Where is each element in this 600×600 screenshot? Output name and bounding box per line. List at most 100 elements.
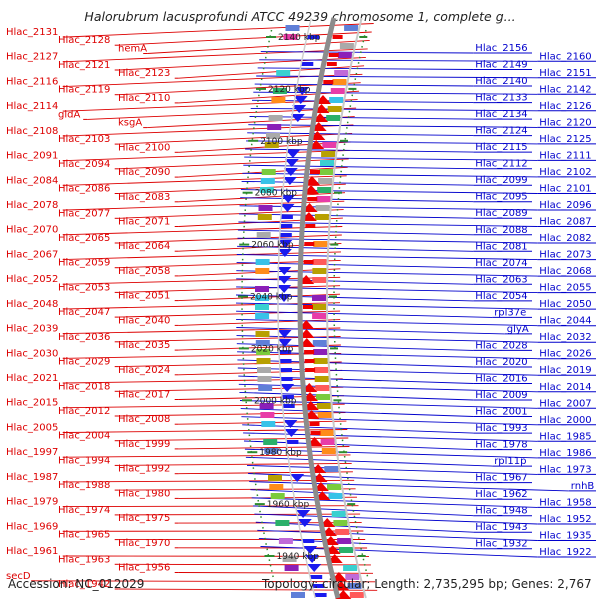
gene-feature-block bbox=[267, 124, 282, 130]
reverse-gene-arrow bbox=[280, 384, 295, 392]
gene-label-forward: Hlac_2024 bbox=[118, 365, 170, 376]
gene-feature-block bbox=[264, 142, 279, 148]
gene-label-forward: Hlac_2103 bbox=[58, 134, 110, 145]
gene-label-forward: Hlac_2084 bbox=[6, 175, 58, 186]
label-leader-line bbox=[237, 237, 538, 244]
label-leader-line bbox=[243, 440, 474, 451]
label-leader-line bbox=[246, 140, 538, 145]
gene-label-reverse: Hlac_2000 bbox=[539, 415, 591, 426]
label-leader-line bbox=[118, 285, 341, 293]
gene-label-forward: Hlac_1975 bbox=[118, 513, 170, 524]
gene-feature-block bbox=[312, 259, 327, 265]
gene-label-reverse: Hlac_1943 bbox=[475, 522, 527, 533]
label-leader-line bbox=[250, 489, 474, 500]
label-leader-line bbox=[66, 23, 374, 38]
reverse-gene-arrow bbox=[293, 96, 308, 104]
gene-feature-block bbox=[314, 214, 329, 220]
gene-label-forward: Hlac_2005 bbox=[6, 423, 58, 434]
gene-feature-block bbox=[263, 439, 278, 445]
gene-feature-block bbox=[349, 592, 364, 598]
gene-label-forward: Hlac_2086 bbox=[58, 184, 110, 195]
label-leader-line bbox=[239, 391, 474, 401]
gene-feature-block bbox=[316, 394, 330, 400]
label-leader-line bbox=[245, 148, 474, 153]
gene-label-reverse: Hlac_1935 bbox=[539, 531, 591, 542]
gene-feature-block bbox=[258, 205, 273, 211]
gene-label-forward: Hlac_1979 bbox=[6, 497, 58, 508]
gene-feature-block bbox=[324, 466, 339, 472]
gene-label-forward: Hlac_2059 bbox=[58, 258, 110, 269]
gene-feature-block bbox=[313, 349, 328, 355]
kbp-tick-label: 2100 kbp bbox=[260, 137, 303, 147]
gene-feature-block bbox=[339, 547, 353, 553]
label-leader-line bbox=[256, 75, 538, 79]
reverse-gene-arrow bbox=[277, 249, 292, 257]
kbp-tick-label: 1960 kbp bbox=[267, 500, 310, 510]
gene-label-forward: Hlac_1969 bbox=[6, 521, 58, 532]
gene-label-forward: Hlac_1980 bbox=[118, 488, 170, 499]
gene-label-forward: Hlac_2012 bbox=[58, 406, 110, 417]
gene-label-reverse: Hlac_2088 bbox=[475, 225, 527, 236]
gene-label-reverse: Hlac_2102 bbox=[539, 167, 591, 178]
gene-feature-block bbox=[321, 151, 336, 157]
gene-label-reverse: Hlac_2081 bbox=[475, 241, 527, 252]
gene-feature-block bbox=[283, 34, 298, 40]
reverse-gene-block bbox=[280, 368, 292, 372]
gene-feature-block bbox=[264, 448, 279, 454]
label-leader-line bbox=[66, 251, 342, 260]
kbp-tick-label: 2140 kbp bbox=[278, 33, 321, 43]
gene-feature-block bbox=[260, 178, 275, 184]
reverse-gene-block bbox=[310, 575, 323, 579]
gene-feature-block bbox=[314, 376, 329, 382]
kbp-tick-label: 2080 kbp bbox=[255, 189, 298, 199]
reverse-gene-arrow bbox=[283, 168, 298, 176]
label-leader-line bbox=[252, 505, 474, 517]
label-leader-line bbox=[242, 424, 474, 434]
gene-feature-block bbox=[343, 565, 358, 571]
label-leader-line bbox=[238, 375, 474, 384]
reverse-gene-block bbox=[280, 377, 293, 381]
gene-label-reverse: Hlac_2044 bbox=[539, 316, 591, 327]
gene-feature-block bbox=[255, 268, 270, 274]
gene-feature-block bbox=[256, 232, 271, 238]
gene-feature-block bbox=[312, 295, 326, 301]
reverse-gene-arrow bbox=[307, 564, 322, 572]
gene-label-forward: Hlac_2071 bbox=[118, 217, 170, 228]
label-leader-line bbox=[66, 403, 345, 409]
kbp-tick-label: 2060 kbp bbox=[251, 241, 294, 251]
gene-feature-block bbox=[329, 97, 344, 103]
label-leader-line bbox=[118, 234, 342, 244]
gene-feature-block bbox=[255, 259, 270, 265]
reverse-gene-arrow bbox=[295, 87, 310, 95]
gene-feature-block bbox=[258, 385, 273, 391]
reverse-gene-arrow bbox=[283, 420, 298, 428]
gene-feature-block bbox=[332, 79, 347, 85]
gene-feature-block bbox=[255, 304, 269, 310]
gene-feature-block bbox=[260, 412, 275, 418]
gene-label-forward: Hlac_1992 bbox=[118, 464, 170, 475]
label-leader-line bbox=[249, 481, 569, 492]
gene-feature-block bbox=[317, 187, 332, 193]
forward-gene-block bbox=[305, 224, 316, 228]
gene-label-forward: Hlac_2040 bbox=[118, 315, 170, 326]
gene-label-reverse: Hlac_2020 bbox=[475, 357, 527, 368]
gene-feature-block bbox=[345, 574, 360, 580]
gene-label-forward: Hlac_1988 bbox=[58, 480, 110, 491]
gene-label-forward: ksgA bbox=[118, 118, 142, 129]
gene-feature-block bbox=[261, 169, 276, 175]
gene-feature-block bbox=[314, 367, 329, 373]
gene-feature-block bbox=[257, 214, 272, 220]
gene-label-forward: Hlac_2123 bbox=[118, 68, 170, 79]
reverse-gene-arrow bbox=[284, 159, 299, 167]
label-leader-line bbox=[259, 59, 538, 62]
label-leader-line bbox=[240, 197, 474, 203]
gene-label-reverse: Hlac_2019 bbox=[539, 365, 591, 376]
gene-label-reverse: Hlac_2101 bbox=[539, 184, 591, 195]
gene-label-forward: Hlac_2018 bbox=[58, 381, 110, 392]
gene-feature-block bbox=[335, 529, 350, 535]
gene-label-forward: Hlac_1961 bbox=[6, 546, 58, 557]
label-leader-line bbox=[236, 318, 538, 327]
label-leader-line bbox=[257, 529, 538, 541]
gene-label-forward: gldA bbox=[58, 109, 80, 120]
label-leader-line bbox=[66, 149, 350, 162]
